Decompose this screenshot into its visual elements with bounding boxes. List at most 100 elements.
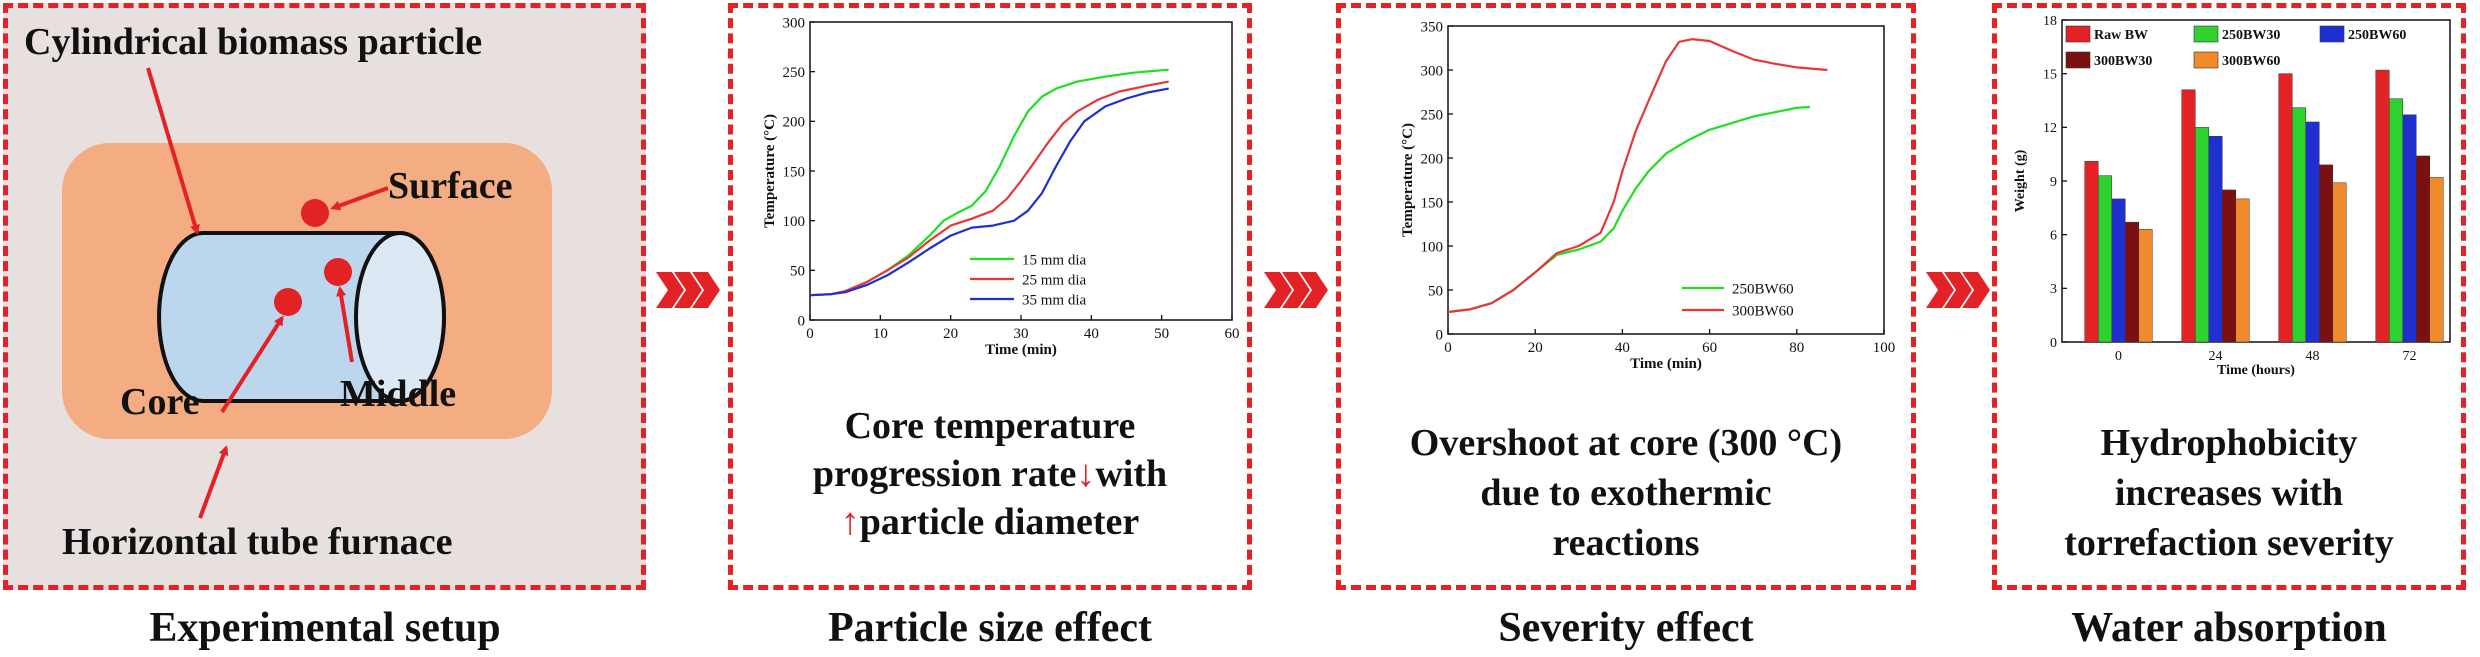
arrow-up-icon: ↑ bbox=[840, 501, 860, 543]
series-line-35-mm-dia bbox=[809, 87, 1169, 297]
series-line-300BW60 bbox=[1447, 38, 1828, 314]
x-tick-label: 72 bbox=[2403, 349, 2417, 364]
y-axis-label: Temperature (°C) bbox=[1400, 123, 1416, 237]
y-tick-label: 350 bbox=[1421, 19, 1444, 35]
y-tick-label: 9 bbox=[2050, 175, 2057, 190]
legend-label: Raw BW bbox=[2094, 28, 2148, 43]
bar-Raw-BW-48 bbox=[2278, 73, 2293, 343]
size-text-line2b: with bbox=[1095, 453, 1168, 495]
x-tick-label: 30 bbox=[1014, 326, 1029, 342]
bar-250BW60-72 bbox=[2402, 114, 2417, 343]
surface-label: Surface bbox=[388, 165, 513, 207]
legend-label: 15 mm dia bbox=[1022, 252, 1087, 268]
x-tick-label: 50 bbox=[1154, 326, 1169, 342]
bar-300BW30-72 bbox=[2416, 155, 2430, 343]
x-tick-label: 10 bbox=[873, 326, 888, 342]
surface-point-icon bbox=[301, 199, 329, 227]
severity-panel bbox=[1336, 3, 1916, 590]
severity-text-line2: due to exothermic bbox=[1480, 472, 1772, 514]
bar-Raw-BW-24 bbox=[2181, 89, 2196, 343]
water-text-line1: Hydrophobicity bbox=[2100, 422, 2358, 464]
plot-frame bbox=[1447, 25, 1885, 335]
legend-label: 300BW60 bbox=[2222, 54, 2280, 69]
size-text-line1: Core temperature bbox=[844, 405, 1136, 447]
furnace-label: Horizontal tube furnace bbox=[62, 521, 453, 563]
y-tick-label: 0 bbox=[798, 313, 806, 329]
y-tick-label: 150 bbox=[783, 164, 806, 180]
y-tick-label: 50 bbox=[1428, 283, 1443, 299]
legend-label: 35 mm dia bbox=[1022, 292, 1087, 308]
x-tick-label: 40 bbox=[1084, 326, 1099, 342]
bar-300BW30-48 bbox=[2319, 164, 2333, 343]
y-axis-label: Temperature (°C) bbox=[762, 114, 778, 228]
size-panel bbox=[728, 3, 1252, 590]
x-tick-label: 0 bbox=[1444, 340, 1452, 356]
legend-label: 25 mm dia bbox=[1022, 272, 1087, 288]
furnace-pointer-arrow bbox=[198, 445, 229, 519]
y-tick-label: 300 bbox=[783, 15, 806, 31]
middle-pointer-arrow bbox=[336, 286, 354, 363]
bar-300BW60-0 bbox=[2138, 229, 2153, 343]
y-tick-label: 100 bbox=[783, 214, 806, 230]
bar-250BW60-0 bbox=[2111, 198, 2126, 343]
y-tick-label: 200 bbox=[1421, 151, 1444, 167]
bar-Raw-BW-0 bbox=[2084, 161, 2099, 343]
setup-illustration bbox=[62, 67, 552, 519]
y-tick-label: 200 bbox=[783, 115, 806, 131]
bar-300BW60-72 bbox=[2429, 177, 2444, 343]
water-text: Hydrophobicity increases with torrefacti… bbox=[1998, 418, 2460, 568]
legend-label: 250BW60 bbox=[2348, 28, 2406, 43]
x-tick-label: 48 bbox=[2306, 349, 2320, 364]
y-tick-label: 15 bbox=[2043, 68, 2057, 83]
y-tick-label: 0 bbox=[2050, 336, 2057, 351]
bar-250BW30-48 bbox=[2292, 107, 2306, 343]
x-axis-label: Time (min) bbox=[1630, 356, 1702, 372]
severity-text-line1: Overshoot at core (300 °C) bbox=[1409, 422, 1843, 464]
core-pointer-arrow bbox=[220, 315, 284, 414]
middle-label: Middle bbox=[340, 373, 457, 415]
x-tick-label: 0 bbox=[806, 326, 814, 342]
legend-label: 300BW30 bbox=[2094, 54, 2152, 69]
water-absorption-chart: 0 3 6 9 12 15 18 0 24 48 72 Time (hours) Weight (g) R… bbox=[2013, 14, 2451, 378]
water-caption: Water absorption bbox=[2071, 605, 2387, 651]
bar-300BW30-0 bbox=[2125, 221, 2139, 343]
size-text-line2a: progression rate bbox=[812, 453, 1077, 495]
legend-swatch bbox=[2193, 25, 2219, 43]
x-axis-label: Time (hours) bbox=[2217, 363, 2295, 378]
severity-text-line3: reactions bbox=[1552, 522, 1700, 564]
setup-caption: Experimental setup bbox=[149, 605, 501, 651]
x-tick-label: 100 bbox=[1873, 340, 1896, 356]
bar-300BW60-48 bbox=[2332, 182, 2347, 343]
x-tick-label: 0 bbox=[2115, 349, 2122, 364]
bar-250BW30-0 bbox=[2098, 175, 2112, 343]
x-tick-label: 20 bbox=[1528, 340, 1543, 356]
legend-swatch bbox=[2065, 25, 2091, 43]
y-tick-label: 250 bbox=[1421, 107, 1444, 123]
middle-point-icon bbox=[324, 258, 352, 286]
legend-label: 300BW60 bbox=[1732, 303, 1794, 319]
title-pointer-arrow bbox=[146, 67, 200, 235]
water-panel bbox=[1992, 3, 2466, 590]
y-tick-label: 150 bbox=[1421, 195, 1444, 211]
y-tick-label: 300 bbox=[1421, 63, 1444, 79]
y-tick-label: 50 bbox=[790, 264, 805, 280]
core-label: Core bbox=[120, 381, 200, 423]
x-tick-label: 20 bbox=[943, 326, 958, 342]
x-tick-label: 60 bbox=[1702, 340, 1717, 356]
size-text: Core temperature progression rate↓with ↑… bbox=[740, 402, 1240, 546]
severity-chart: 0 20 40 60 80 100 0 50 100 150 200 250 300 350 Time (m… bbox=[1400, 19, 1896, 372]
size-text-line2: progression rate↓with bbox=[740, 450, 1240, 498]
legend-swatch bbox=[2065, 51, 2091, 69]
bar-Raw-BW-72 bbox=[2375, 69, 2390, 343]
y-tick-label: 18 bbox=[2043, 14, 2057, 29]
legend-label: 250BW30 bbox=[2222, 28, 2280, 43]
x-axis-label: Time (min) bbox=[985, 342, 1057, 358]
chevrons-1 bbox=[656, 272, 720, 308]
severity-text: Overshoot at core (300 °C) due to exothe… bbox=[1346, 418, 1906, 568]
plot-frame bbox=[809, 21, 1233, 321]
legend-swatch bbox=[2319, 25, 2345, 43]
bar-250BW30-24 bbox=[2195, 127, 2209, 343]
bar-300BW60-24 bbox=[2235, 198, 2250, 343]
y-tick-label: 250 bbox=[783, 65, 806, 81]
chevrons-2 bbox=[1264, 272, 1328, 308]
